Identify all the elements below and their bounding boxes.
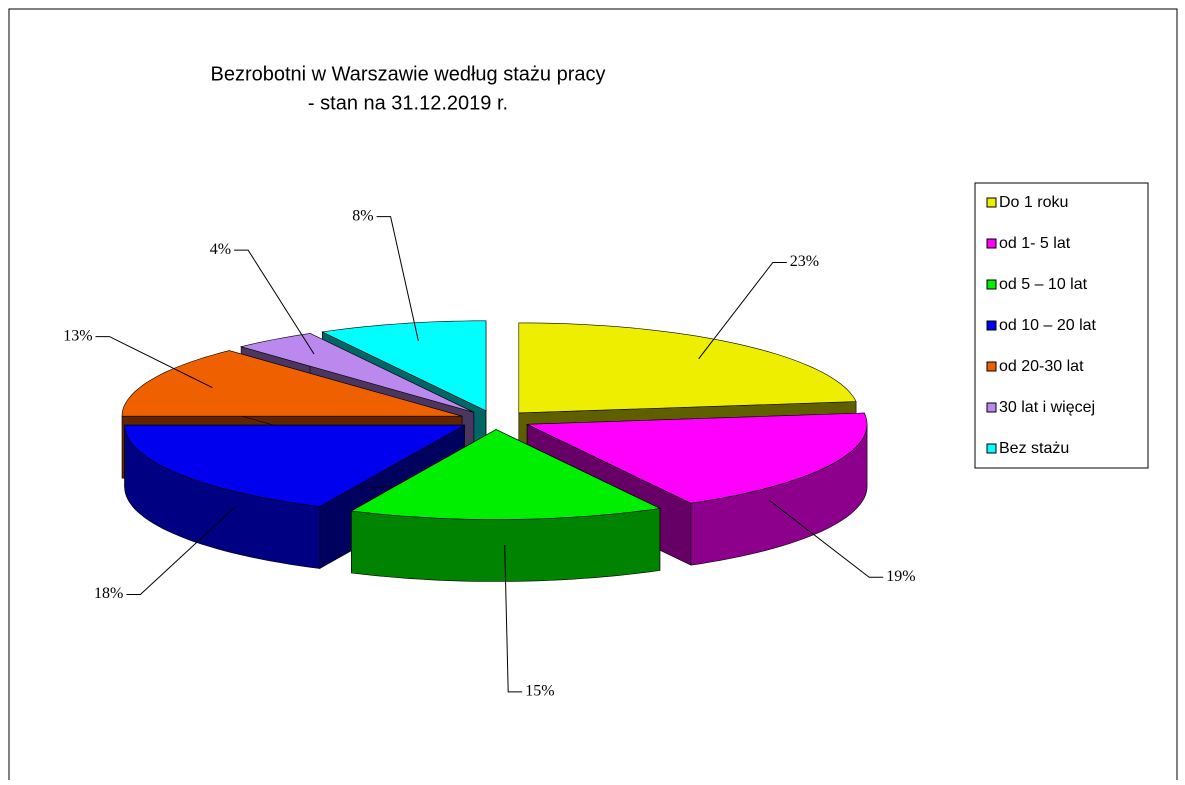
legend-swatch bbox=[986, 238, 997, 249]
slice-top bbox=[526, 412, 868, 504]
data-label: 23% bbox=[790, 253, 819, 270]
data-label: 8% bbox=[352, 207, 373, 224]
legend-swatch bbox=[986, 320, 997, 331]
slice-top bbox=[518, 322, 857, 414]
legend-swatch bbox=[986, 279, 997, 290]
leader-line bbox=[234, 249, 315, 355]
slice-top bbox=[121, 350, 463, 417]
slice-top bbox=[321, 320, 487, 412]
legend-swatch bbox=[986, 402, 997, 413]
slice-top bbox=[124, 424, 466, 507]
leader-line bbox=[769, 500, 884, 578]
data-label: 19% bbox=[886, 568, 915, 585]
legend-swatch bbox=[986, 443, 997, 454]
legend-label: od 1- 5 lat bbox=[999, 235, 1071, 252]
slice-top bbox=[350, 429, 661, 520]
leader-line bbox=[126, 506, 236, 595]
leader-line bbox=[95, 336, 213, 389]
chart-title: Bezrobotni w Warszawie według stażu prac… bbox=[211, 63, 606, 85]
pie-slice bbox=[124, 424, 466, 570]
data-label: 18% bbox=[94, 585, 123, 602]
legend-box bbox=[974, 182, 1149, 469]
data-label: 15% bbox=[525, 683, 554, 700]
leader-line bbox=[698, 262, 787, 360]
data-label: 13% bbox=[63, 327, 92, 344]
legend-label: od 5 – 10 lat bbox=[999, 276, 1088, 293]
chart-subtitle: - stan na 31.12.2019 r. bbox=[308, 92, 508, 114]
legend-label: Bez stażu bbox=[999, 440, 1069, 457]
legend-label: Do 1 roku bbox=[999, 194, 1068, 211]
legend-swatch bbox=[986, 197, 997, 208]
pie-slice bbox=[350, 428, 661, 582]
leader-line bbox=[376, 216, 419, 342]
data-label: 4% bbox=[210, 241, 231, 258]
legend-swatch bbox=[986, 361, 997, 372]
legend-label: od 10 – 20 lat bbox=[999, 317, 1097, 334]
pie-slice bbox=[526, 412, 868, 566]
legend-label: 30 lat i więcej bbox=[999, 399, 1095, 416]
slice-top bbox=[239, 333, 474, 413]
legend-label: od 20-30 lat bbox=[999, 358, 1084, 375]
leader-line bbox=[504, 544, 523, 693]
